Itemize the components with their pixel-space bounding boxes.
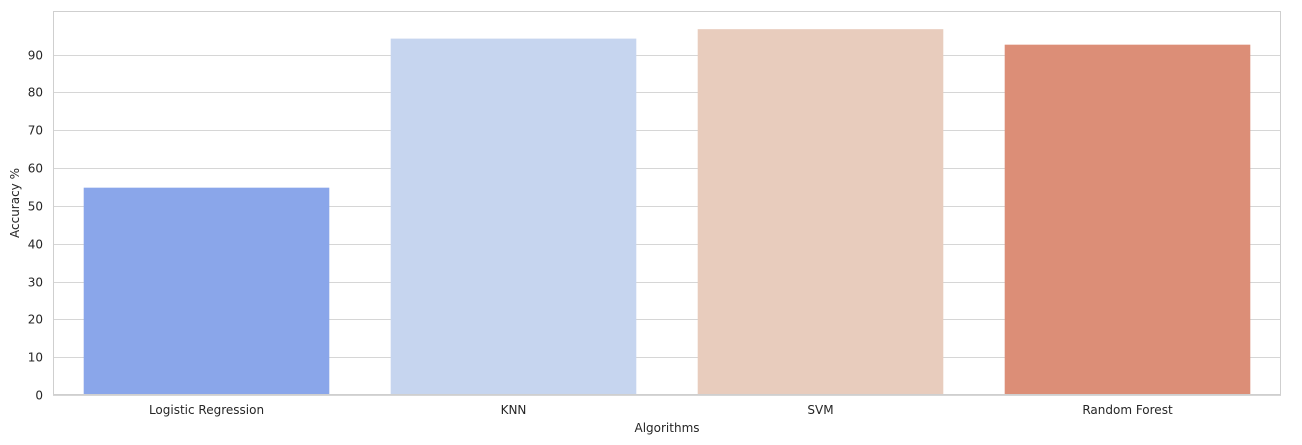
bars (83, 29, 1251, 396)
x-tick-label: Random Forest (1082, 403, 1173, 417)
x-tick-label: Logistic Regression (149, 403, 264, 417)
x-tick-labels: Logistic Regression KNN SVM Random Forest (149, 403, 1173, 417)
y-tick-label: 40 (28, 238, 43, 252)
plot-frame (53, 11, 1281, 395)
y-tick-label: 30 (28, 276, 43, 290)
bar-knn (390, 38, 637, 395)
x-tick-label: KNN (501, 403, 527, 417)
y-tick-label: 10 (28, 351, 43, 365)
x-axis-label: Algorithms (634, 421, 699, 435)
y-tick-label: 70 (28, 124, 43, 138)
y-tick-labels: 0 10 20 30 40 50 60 70 80 90 (28, 49, 43, 403)
y-tick-label: 50 (28, 200, 43, 214)
x-tick-label: SVM (807, 403, 833, 417)
y-tick-label: 20 (28, 313, 43, 327)
y-tick-label: 90 (28, 49, 43, 63)
y-axis-label: Accuracy % (8, 168, 22, 238)
bar-random-forest (1004, 44, 1251, 396)
bar-svm (697, 29, 944, 395)
y-tick-label: 60 (28, 162, 43, 176)
y-tick-label: 80 (28, 86, 43, 100)
bar-logistic-regression (83, 187, 330, 395)
y-tick-label: 0 (35, 389, 43, 403)
